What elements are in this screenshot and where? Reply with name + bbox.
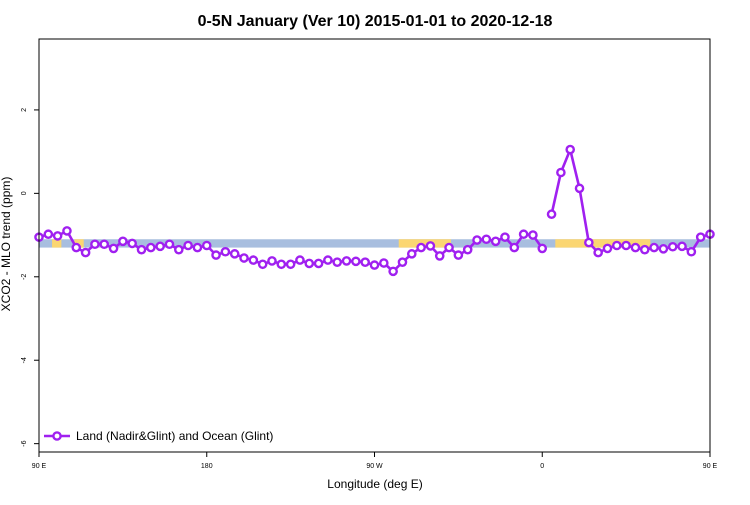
data-point	[267, 256, 277, 266]
data-point	[192, 242, 203, 253]
data-point	[276, 259, 287, 270]
land-band-segment	[52, 239, 62, 248]
data-point	[136, 244, 147, 255]
data-point	[537, 243, 548, 254]
data-point	[201, 240, 212, 251]
axes: 90 E 180 90 W 0 90 E 2 0 -2 -4 -6	[21, 38, 718, 470]
x-tick-label: 0	[540, 463, 544, 470]
y-tick-label: -2	[21, 274, 28, 280]
data-point	[220, 246, 231, 257]
data-point	[472, 235, 482, 245]
data-point	[546, 209, 557, 220]
data-point	[257, 259, 268, 270]
data-point	[630, 242, 641, 253]
data-point	[239, 253, 249, 263]
legend: Land (Nadir&Glint) and Ocean (Glint)	[44, 429, 273, 443]
data-point	[453, 250, 464, 260]
data-point	[621, 240, 631, 251]
data-point	[686, 246, 697, 257]
land-band-segment	[398, 239, 451, 248]
data-point	[397, 257, 408, 267]
data-point	[639, 244, 650, 255]
chart-title: 0-5N January (Ver 10) 2015-01-01 to 2020…	[198, 13, 553, 30]
land-band-segment	[555, 239, 651, 248]
data-point	[52, 231, 63, 241]
y-tick-label: 2	[21, 108, 28, 112]
data-point	[434, 251, 445, 261]
data-point	[90, 239, 100, 250]
data-point	[518, 229, 529, 240]
y-tick-label: 0	[21, 191, 28, 195]
data-point	[369, 260, 380, 270]
data-point	[574, 183, 585, 194]
data-point	[183, 240, 193, 251]
data-point	[43, 229, 54, 240]
data-point	[500, 232, 510, 242]
data-point	[481, 234, 492, 245]
data-point	[173, 244, 184, 255]
data-point	[62, 226, 72, 236]
data-point	[323, 255, 333, 265]
y-tick-label: -4	[21, 357, 28, 363]
data-point	[490, 236, 501, 247]
data-point	[444, 242, 454, 253]
data-point	[565, 144, 576, 155]
data-point	[509, 242, 520, 253]
data-point	[351, 256, 361, 267]
data-point	[602, 243, 613, 254]
data-point	[667, 241, 678, 252]
x-tick-label: 90 E	[703, 463, 718, 470]
data-point	[304, 258, 315, 269]
data-point	[332, 257, 343, 267]
data-point	[295, 255, 305, 265]
data-point	[360, 257, 370, 267]
data-point	[313, 258, 324, 269]
y-tick-label: -6	[21, 440, 28, 446]
data-point	[406, 249, 417, 259]
data-point	[695, 232, 706, 242]
legend-label: Land (Nadir&Glint) and Ocean (Glint)	[76, 429, 273, 443]
data-point	[658, 244, 669, 254]
data-point	[388, 266, 398, 277]
data-point	[341, 256, 352, 266]
data-point	[462, 244, 473, 255]
data-point	[211, 250, 221, 260]
data-point	[584, 237, 594, 248]
data-point	[99, 239, 110, 250]
data-point	[155, 241, 165, 252]
x-tick-label: 90 E	[32, 463, 47, 470]
data-point	[425, 241, 436, 251]
data-point	[416, 242, 426, 253]
legend-marker	[52, 431, 62, 441]
data-point	[80, 247, 91, 258]
data-point	[164, 239, 175, 250]
x-axis-label: Longitude (deg E)	[327, 477, 422, 491]
x-tick-label: 180	[201, 463, 213, 470]
data-point	[146, 242, 156, 253]
data-point	[528, 230, 538, 240]
x-tick-label: 90 W	[366, 463, 383, 470]
data-point	[248, 255, 259, 265]
data-point	[118, 236, 128, 247]
data-point	[127, 238, 137, 249]
data-point	[612, 240, 622, 251]
y-axis-label: XCO2 - MLO trend (ppm)	[0, 177, 13, 312]
ocean-band	[39, 239, 710, 248]
data-point	[229, 249, 240, 259]
data-point	[285, 259, 296, 270]
data-point	[379, 258, 389, 268]
data-point	[677, 241, 687, 252]
data-point	[108, 243, 119, 254]
land-band-segment	[74, 239, 84, 248]
data-point	[71, 242, 82, 253]
data-point	[556, 167, 566, 178]
data-point	[649, 242, 659, 253]
plot-area	[34, 144, 715, 277]
series-line	[550, 148, 711, 254]
data-point	[593, 247, 603, 258]
